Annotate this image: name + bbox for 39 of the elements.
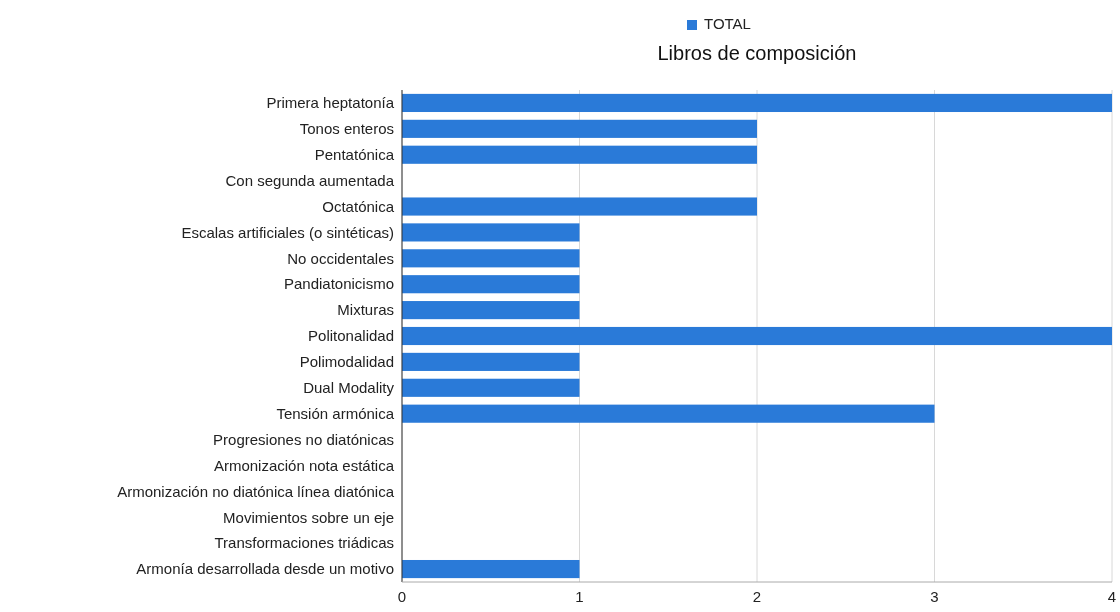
y-tick-label: Armonía desarrollada desde un motivo — [136, 560, 394, 578]
y-tick-label: Tonos enteros — [299, 120, 394, 138]
y-tick-label: Dual Modality — [303, 379, 395, 397]
y-tick-label: Pandiatonicismo — [283, 275, 394, 293]
y-tick-label: Mixturas — [337, 301, 394, 319]
bar — [402, 145, 757, 164]
bar — [402, 378, 580, 397]
y-tick-label: Polimodalidad — [299, 353, 394, 371]
y-tick-label: Escalas artificiales (o sintéticas) — [181, 223, 394, 241]
bar — [402, 119, 757, 138]
y-tick-label: Tensión armónica — [276, 404, 395, 422]
y-tick-label: Armonización nota estática — [213, 456, 395, 474]
bar — [402, 223, 580, 242]
bar — [402, 559, 580, 579]
y-tick-label: Primera heptatonía — [266, 94, 395, 112]
bar — [402, 326, 1112, 346]
x-tick-label: 1 — [575, 588, 584, 605]
bar — [402, 352, 580, 371]
chart-title: Libros de composición — [657, 42, 857, 64]
bar — [402, 197, 757, 216]
y-tick-label: Politonalidad — [308, 327, 394, 345]
x-tick-label: 2 — [752, 588, 762, 605]
y-tick-label: Progresiones no diatónicas — [213, 430, 394, 448]
y-tick-label: Octatónica — [322, 197, 395, 215]
y-tick-label: Movimientos sobre un eje — [223, 508, 394, 526]
bar — [402, 404, 935, 423]
y-tick-label: Con segunda aumentada — [225, 171, 395, 189]
x-tick-label: 3 — [930, 588, 939, 605]
y-tick-label: No occidentales — [287, 249, 394, 267]
bar — [402, 93, 1112, 113]
x-tick-label: 4 — [1107, 588, 1117, 605]
y-tick-label: Pentatónica — [314, 145, 395, 163]
y-tick-label: Transformaciones triádicas — [214, 534, 394, 552]
x-tick-label: 0 — [397, 588, 407, 605]
bar — [402, 275, 580, 294]
legend-label: TOTAL — [704, 15, 751, 32]
bar — [402, 249, 580, 268]
y-tick-label: Armonización no diatónica línea diatónica — [117, 482, 395, 500]
bar — [402, 301, 580, 320]
